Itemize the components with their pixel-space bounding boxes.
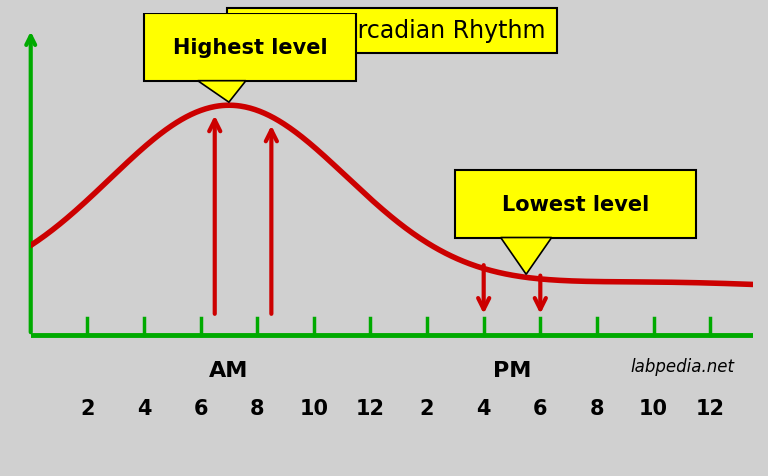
Bar <box>144 14 356 81</box>
Text: labpedia.net: labpedia.net <box>631 357 734 375</box>
Text: AM: AM <box>209 360 249 380</box>
Text: PM: PM <box>493 360 531 380</box>
Text: Highest level: Highest level <box>173 38 327 58</box>
Polygon shape <box>501 238 551 275</box>
Text: Cortisol Circadian Rhythm: Cortisol Circadian Rhythm <box>237 19 546 43</box>
Polygon shape <box>197 81 246 103</box>
Bar <box>455 171 696 238</box>
Text: Lowest level: Lowest level <box>502 194 649 214</box>
